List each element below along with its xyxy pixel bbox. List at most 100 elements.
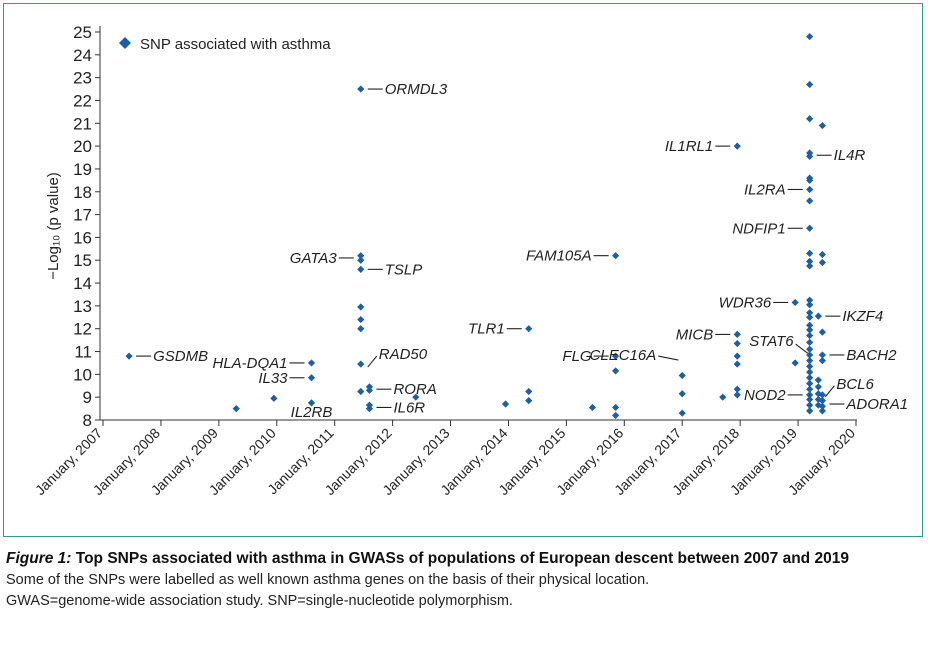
annotation-label: IL6R xyxy=(393,399,425,416)
data-point xyxy=(818,121,827,130)
data-point xyxy=(806,301,814,309)
caption-title-text: Top SNPs associated with asthma in GWASs… xyxy=(75,550,849,567)
annotation-label: ORMDL3 xyxy=(385,81,448,98)
y-tick-label: 24 xyxy=(73,46,92,65)
data-point xyxy=(232,404,240,413)
data-point xyxy=(806,249,814,257)
annotation-label: CLEC16A xyxy=(590,347,657,364)
annotation-label: FAM105A xyxy=(526,248,592,265)
data-point xyxy=(525,325,533,333)
caption-body: Some of the SNPs were labelled as well k… xyxy=(6,570,921,612)
y-tick-label: 25 xyxy=(73,23,92,42)
data-point xyxy=(733,360,741,368)
data-point xyxy=(806,262,814,270)
data-point xyxy=(365,404,374,413)
data-point xyxy=(357,252,365,260)
data-point xyxy=(525,387,533,396)
data-point xyxy=(357,387,365,396)
scatter-chart: 8910111213141516171819202122232425Januar… xyxy=(32,23,908,498)
data-point xyxy=(806,368,814,376)
annotation-label: BACH2 xyxy=(846,347,897,364)
annotation-label: TLR1 xyxy=(468,321,505,338)
y-tick-label: 8 xyxy=(83,411,92,430)
data-point xyxy=(814,401,822,409)
data-point xyxy=(270,394,278,402)
y-tick-label: 21 xyxy=(73,114,92,133)
data-point xyxy=(814,395,822,404)
annotation-leader-line xyxy=(795,343,808,354)
annotation-label: GATA3 xyxy=(290,250,338,267)
figure-caption: Figure 1: Top SNPs associated with asthm… xyxy=(6,548,921,612)
data-point xyxy=(806,32,814,41)
data-point xyxy=(806,362,814,370)
annotation-label: NOD2 xyxy=(744,387,786,404)
y-axis-label: −Log₁₀ (p value) xyxy=(45,172,62,280)
y-tick-label: 10 xyxy=(73,365,92,384)
annotation-label: HLA-DQA1 xyxy=(212,355,287,372)
y-tick-label: 15 xyxy=(73,251,92,270)
data-point xyxy=(412,393,420,401)
figure-label: Figure 1: xyxy=(6,550,72,567)
data-point xyxy=(678,371,686,380)
data-point xyxy=(818,258,827,267)
data-point xyxy=(806,385,814,393)
data-point xyxy=(612,352,620,360)
data-point xyxy=(806,257,814,265)
annotation-label: BCL6 xyxy=(836,376,874,393)
data-point xyxy=(806,379,814,388)
y-tick-label: 17 xyxy=(73,206,92,225)
data-point xyxy=(814,376,822,384)
data-point xyxy=(733,352,741,360)
data-point xyxy=(791,298,799,307)
data-point xyxy=(357,360,365,368)
y-tick-label: 11 xyxy=(74,343,92,362)
data-point xyxy=(733,339,741,348)
data-point xyxy=(357,265,365,273)
data-point xyxy=(612,411,620,420)
data-point xyxy=(818,407,827,415)
data-point xyxy=(612,403,620,412)
annotation-label: MICB xyxy=(676,326,714,343)
data-point xyxy=(357,256,365,264)
data-point xyxy=(357,303,365,311)
data-point xyxy=(806,321,814,329)
annotation-label: IL2RB xyxy=(291,404,333,421)
annotation-label: ADORA1 xyxy=(845,396,908,413)
y-tick-label: 14 xyxy=(73,274,92,293)
data-point xyxy=(733,142,741,150)
annotation-label: WDR36 xyxy=(719,294,772,311)
figure-frame xyxy=(3,3,923,537)
data-point xyxy=(806,326,814,334)
data-point xyxy=(719,393,727,401)
data-point xyxy=(612,367,620,375)
data-point xyxy=(806,197,814,205)
annotation-label: NDFIP1 xyxy=(732,220,785,237)
data-point xyxy=(818,351,827,359)
y-tick-label: 9 xyxy=(83,388,92,407)
data-point xyxy=(733,391,741,399)
data-point xyxy=(814,390,822,398)
data-point xyxy=(501,400,510,408)
data-point xyxy=(791,359,799,367)
annotation-leader-line xyxy=(658,355,679,361)
data-point xyxy=(806,296,814,304)
data-point xyxy=(818,250,827,259)
annotation-label: IKZF4 xyxy=(842,308,883,325)
annotation-label: IL2RA xyxy=(744,181,786,198)
data-point xyxy=(806,401,814,409)
data-point xyxy=(525,397,533,405)
data-point xyxy=(818,397,827,405)
caption-line-1: Some of the SNPs were labelled as well k… xyxy=(6,572,650,588)
data-point xyxy=(806,357,814,365)
data-point xyxy=(678,409,686,417)
data-point xyxy=(806,115,814,123)
data-point xyxy=(818,328,827,336)
y-tick-label: 19 xyxy=(73,160,92,179)
annotation-label: IL1RL1 xyxy=(665,138,713,155)
data-point xyxy=(814,383,822,391)
annotation-leader-line xyxy=(367,355,378,368)
data-point xyxy=(806,391,814,399)
data-point xyxy=(806,374,814,382)
y-tick-label: 22 xyxy=(73,91,92,110)
data-point xyxy=(307,359,316,367)
